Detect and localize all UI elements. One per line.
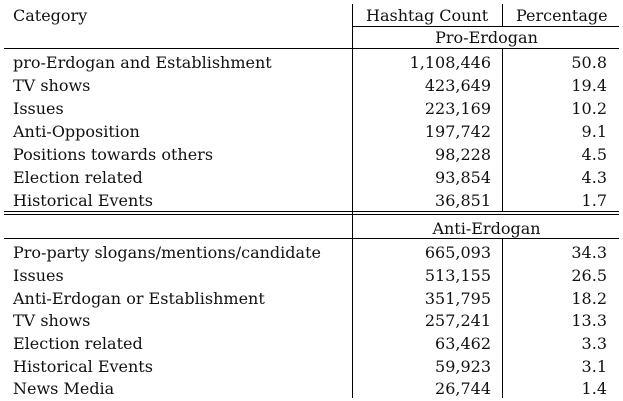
table-header-row: Category Hashtag Count Percentage	[4, 4, 619, 27]
column-divider-category	[352, 4, 353, 398]
column-divider-anti	[502, 238, 503, 398]
row-category: Election related	[13, 168, 143, 187]
table-row: Election related 63,462 3.3	[4, 332, 619, 355]
row-count: 665,093	[424, 243, 491, 262]
row-percentage: 26.5	[571, 266, 607, 285]
row-count: 257,241	[424, 311, 491, 330]
row-count: 26,744	[435, 379, 491, 398]
row-count: 423,649	[424, 76, 491, 95]
row-category: Anti-Opposition	[13, 122, 140, 141]
row-category: News Media	[13, 379, 115, 398]
row-percentage: 10.2	[571, 99, 607, 118]
row-category: Anti-Erdogan or Establishment	[13, 289, 265, 308]
row-percentage: 4.3	[581, 168, 607, 187]
group-title-row: Pro-Erdogan	[4, 26, 619, 49]
row-percentage: 13.3	[571, 311, 607, 330]
row-count: 351,795	[424, 289, 491, 308]
header-category: Category	[13, 6, 88, 25]
anti-group-rule	[4, 238, 619, 239]
table-row: Anti-Erdogan or Establishment 351,795 18…	[4, 287, 619, 310]
table-row: Historical Events 59,923 3.1	[4, 355, 619, 378]
table-row: News Media 26,744 1.4	[4, 377, 619, 400]
group-separator-bottom	[4, 214, 619, 215]
row-category: Positions towards others	[13, 145, 214, 164]
row-count: 36,851	[435, 191, 491, 210]
row-percentage: 1.4	[581, 379, 607, 398]
table-row: Issues 513,155 26.5	[4, 264, 619, 287]
column-divider-pro	[502, 48, 503, 212]
hashtag-table: Category Hashtag Count Percentage Pro-Er…	[4, 4, 619, 398]
row-count: 59,923	[435, 357, 491, 376]
table-row: Pro-party slogans/mentions/candidate 665…	[4, 241, 619, 264]
header-percentage: Percentage	[516, 6, 608, 25]
row-count: 63,462	[435, 334, 491, 353]
row-percentage: 3.3	[581, 334, 607, 353]
row-category: Pro-party slogans/mentions/candidate	[13, 243, 321, 262]
row-percentage: 4.5	[581, 145, 607, 164]
column-divider-header	[502, 4, 503, 26]
row-percentage: 18.2	[571, 289, 607, 308]
row-category: pro-Erdogan and Establishment	[13, 53, 272, 72]
table-row: Issues 223,169 10.2	[4, 97, 619, 120]
group-title-anti-erdogan: Anti-Erdogan	[432, 219, 541, 238]
row-percentage: 50.8	[571, 53, 607, 72]
row-count: 223,169	[424, 99, 491, 118]
row-count: 1,108,446	[409, 53, 491, 72]
header-hashtag-count: Hashtag Count	[366, 6, 489, 25]
table-row: TV shows 257,241 13.3	[4, 309, 619, 332]
group-title-row: Anti-Erdogan	[4, 217, 619, 240]
row-percentage: 19.4	[571, 76, 607, 95]
table-row: Historical Events 36,851 1.7	[4, 189, 619, 212]
table-row: Anti-Opposition 197,742 9.1	[4, 120, 619, 143]
row-percentage: 34.3	[571, 243, 607, 262]
header-subrule	[353, 26, 619, 27]
row-percentage: 3.1	[581, 357, 607, 376]
group-title-pro-erdogan: Pro-Erdogan	[435, 28, 538, 47]
table-row: pro-Erdogan and Establishment 1,108,446 …	[4, 51, 619, 74]
row-category: Historical Events	[13, 357, 153, 376]
pro-group-rule	[4, 48, 619, 49]
row-count: 93,854	[435, 168, 491, 187]
row-category: Issues	[13, 99, 64, 118]
table-row: Positions towards others 98,228 4.5	[4, 143, 619, 166]
row-count: 513,155	[424, 266, 491, 285]
group-separator-top	[4, 211, 619, 212]
row-count: 197,742	[424, 122, 491, 141]
row-percentage: 1.7	[581, 191, 607, 210]
row-count: 98,228	[435, 145, 491, 164]
row-category: Historical Events	[13, 191, 153, 210]
row-category: TV shows	[13, 76, 91, 95]
row-category: Election related	[13, 334, 143, 353]
row-category: TV shows	[13, 311, 91, 330]
row-category: Issues	[13, 266, 64, 285]
table-row: TV shows 423,649 19.4	[4, 74, 619, 97]
table-row: Election related 93,854 4.3	[4, 166, 619, 189]
row-percentage: 9.1	[581, 122, 607, 141]
